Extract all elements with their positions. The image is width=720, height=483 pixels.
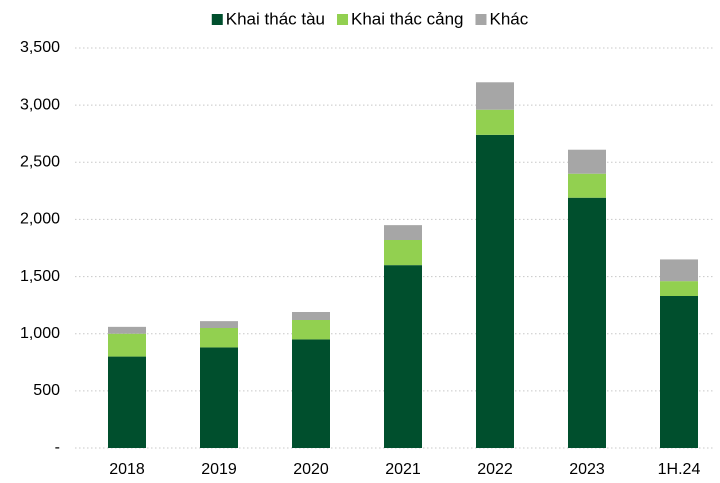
x-tick-label: 2023 bbox=[569, 461, 605, 478]
bar-segment bbox=[292, 339, 330, 448]
bar-segment bbox=[200, 321, 238, 328]
y-tick-label: 500 bbox=[33, 382, 60, 399]
bar-segment bbox=[384, 240, 422, 266]
bar-segment bbox=[568, 197, 606, 448]
y-tick-label: 1,500 bbox=[20, 268, 60, 285]
y-tick-label: 1,000 bbox=[20, 325, 60, 342]
x-tick-label: 1H.24 bbox=[658, 461, 701, 478]
y-tick-label: 2,500 bbox=[20, 154, 60, 171]
legend-label: Khai thác tàu bbox=[226, 9, 325, 28]
x-tick-label: 2021 bbox=[385, 461, 421, 478]
bar-segment bbox=[292, 312, 330, 320]
bar-segment bbox=[200, 328, 238, 348]
x-tick-label: 2019 bbox=[201, 461, 237, 478]
x-tick-label: 2018 bbox=[109, 461, 145, 478]
legend-swatch bbox=[211, 14, 223, 25]
y-tick-label: 3,000 bbox=[20, 96, 60, 113]
bar-segment bbox=[568, 149, 606, 174]
bar-segment bbox=[476, 109, 514, 135]
bar-segment bbox=[384, 225, 422, 240]
bar-segment bbox=[660, 281, 698, 296]
bar-segment bbox=[476, 134, 514, 448]
legend-swatch bbox=[475, 14, 487, 25]
x-tick-label: 2022 bbox=[477, 461, 513, 478]
legend-swatch bbox=[337, 14, 349, 25]
bar-segment bbox=[108, 326, 146, 334]
y-tick-label: 3,500 bbox=[20, 39, 60, 56]
bar-segment bbox=[292, 320, 330, 340]
legend-label: Khai thác cảng bbox=[351, 9, 463, 28]
y-tick-label: - bbox=[55, 439, 60, 456]
bar-segment bbox=[568, 173, 606, 198]
bar-segment bbox=[384, 265, 422, 448]
bar-segment bbox=[108, 333, 146, 357]
legend-label: Khác bbox=[489, 9, 528, 28]
bar-segment bbox=[660, 259, 698, 282]
legend: Khai thác tàu Khai thác cảng Khác bbox=[211, 9, 529, 28]
y-tick-label: 2,000 bbox=[20, 211, 60, 228]
bar-segment bbox=[476, 82, 514, 110]
bar-segment bbox=[108, 356, 146, 448]
bar-segment bbox=[200, 347, 238, 448]
x-tick-label: 2020 bbox=[293, 461, 329, 478]
bar-segment bbox=[660, 296, 698, 448]
